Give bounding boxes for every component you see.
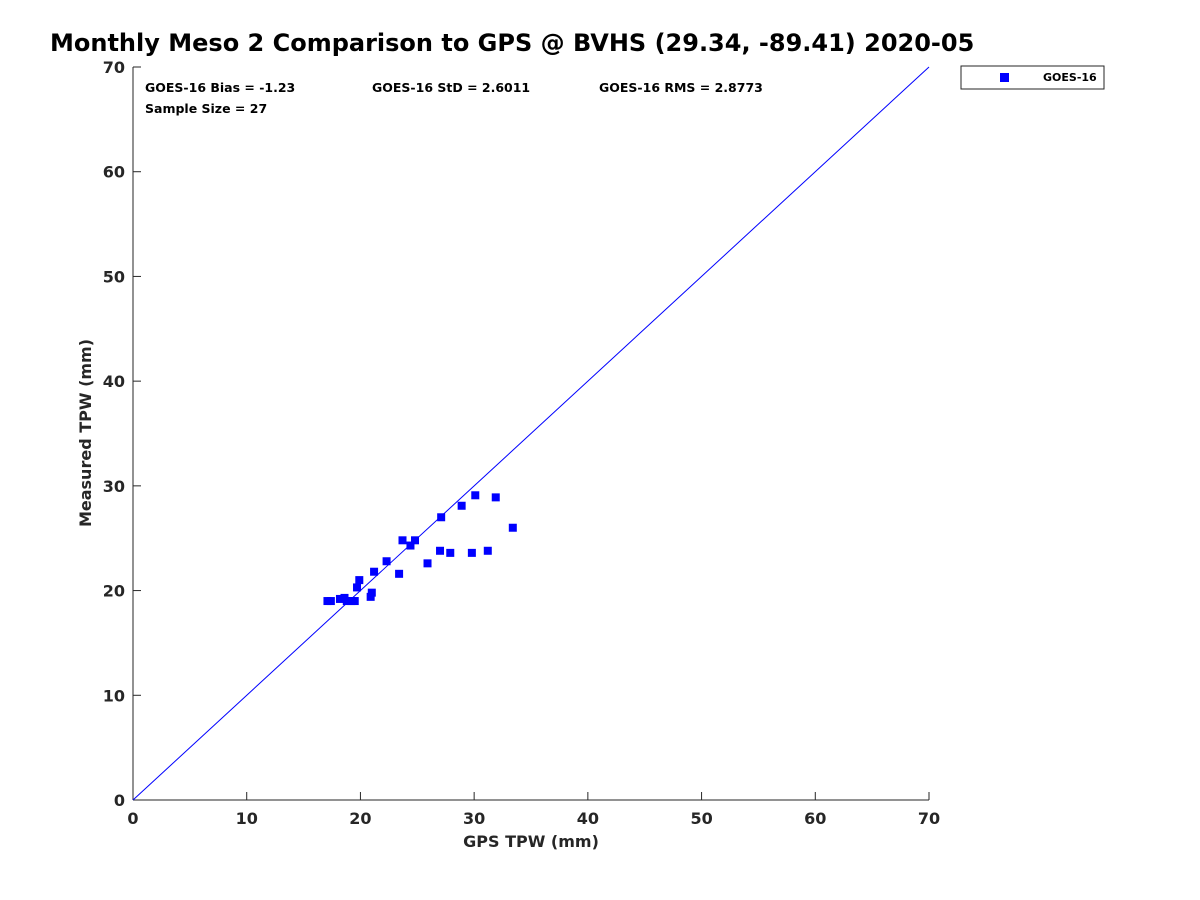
x-tick-label: 10 <box>236 809 258 828</box>
data-point <box>326 597 335 606</box>
data-point <box>423 559 432 568</box>
data-point <box>471 491 480 500</box>
data-point <box>406 541 415 550</box>
data-point <box>366 592 375 601</box>
x-tick-label: 0 <box>127 809 138 828</box>
y-tick-label: 50 <box>103 267 125 286</box>
y-tick-label: 40 <box>103 372 125 391</box>
x-axis-label: GPS TPW (mm) <box>463 832 599 851</box>
data-point <box>355 576 364 585</box>
data-point <box>398 536 407 545</box>
axes: 0 10 20 30 40 50 60 70 0 10 20 30 40 50 60 70 <box>103 58 940 828</box>
data-point <box>446 548 455 557</box>
data-point <box>342 597 351 606</box>
x-tick-label: 60 <box>804 809 826 828</box>
data-points <box>323 491 517 606</box>
data-point <box>353 583 362 592</box>
y-tick-label: 60 <box>103 163 125 182</box>
data-point <box>467 548 476 557</box>
data-point <box>437 513 446 522</box>
data-point <box>411 536 420 545</box>
data-point <box>508 523 517 532</box>
data-point <box>491 493 500 502</box>
data-point <box>335 594 344 603</box>
data-point <box>395 569 404 578</box>
x-tick-label: 20 <box>349 809 371 828</box>
data-point <box>367 588 376 597</box>
data-point <box>483 546 492 555</box>
legend-marker-goes-16 <box>1000 73 1009 82</box>
one-to-one-reference-line <box>132 66 930 801</box>
data-point <box>457 501 466 510</box>
stat-std: GOES-16 StD = 2.6011 <box>372 80 530 95</box>
stat-bias: GOES-16 Bias = -1.23 <box>145 80 295 95</box>
data-point <box>436 546 445 555</box>
data-point <box>370 567 379 576</box>
x-tick-label: 30 <box>463 809 485 828</box>
y-tick-label: 70 <box>103 58 125 77</box>
legend: GOES-16 <box>960 65 1105 90</box>
stat-rms: GOES-16 RMS = 2.8773 <box>599 80 763 95</box>
x-tick-label: 50 <box>690 809 712 828</box>
legend-label-goes-16: GOES-16 <box>1043 71 1097 84</box>
legend-box <box>960 65 1105 90</box>
y-tick-label: 10 <box>103 686 125 705</box>
data-point <box>382 557 391 566</box>
reference-line-layer <box>132 66 930 801</box>
y-tick-label: 0 <box>114 791 125 810</box>
y-axis-label: Measured TPW (mm) <box>76 339 95 527</box>
x-tick-label: 70 <box>918 809 940 828</box>
data-point <box>350 597 359 606</box>
x-tick-label: 40 <box>577 809 599 828</box>
y-tick-label: 20 <box>103 582 125 601</box>
chart-title: Monthly Meso 2 Comparison to GPS @ BVHS … <box>50 29 975 57</box>
stat-sample-size: Sample Size = 27 <box>145 101 267 116</box>
y-tick-label: 30 <box>103 477 125 496</box>
